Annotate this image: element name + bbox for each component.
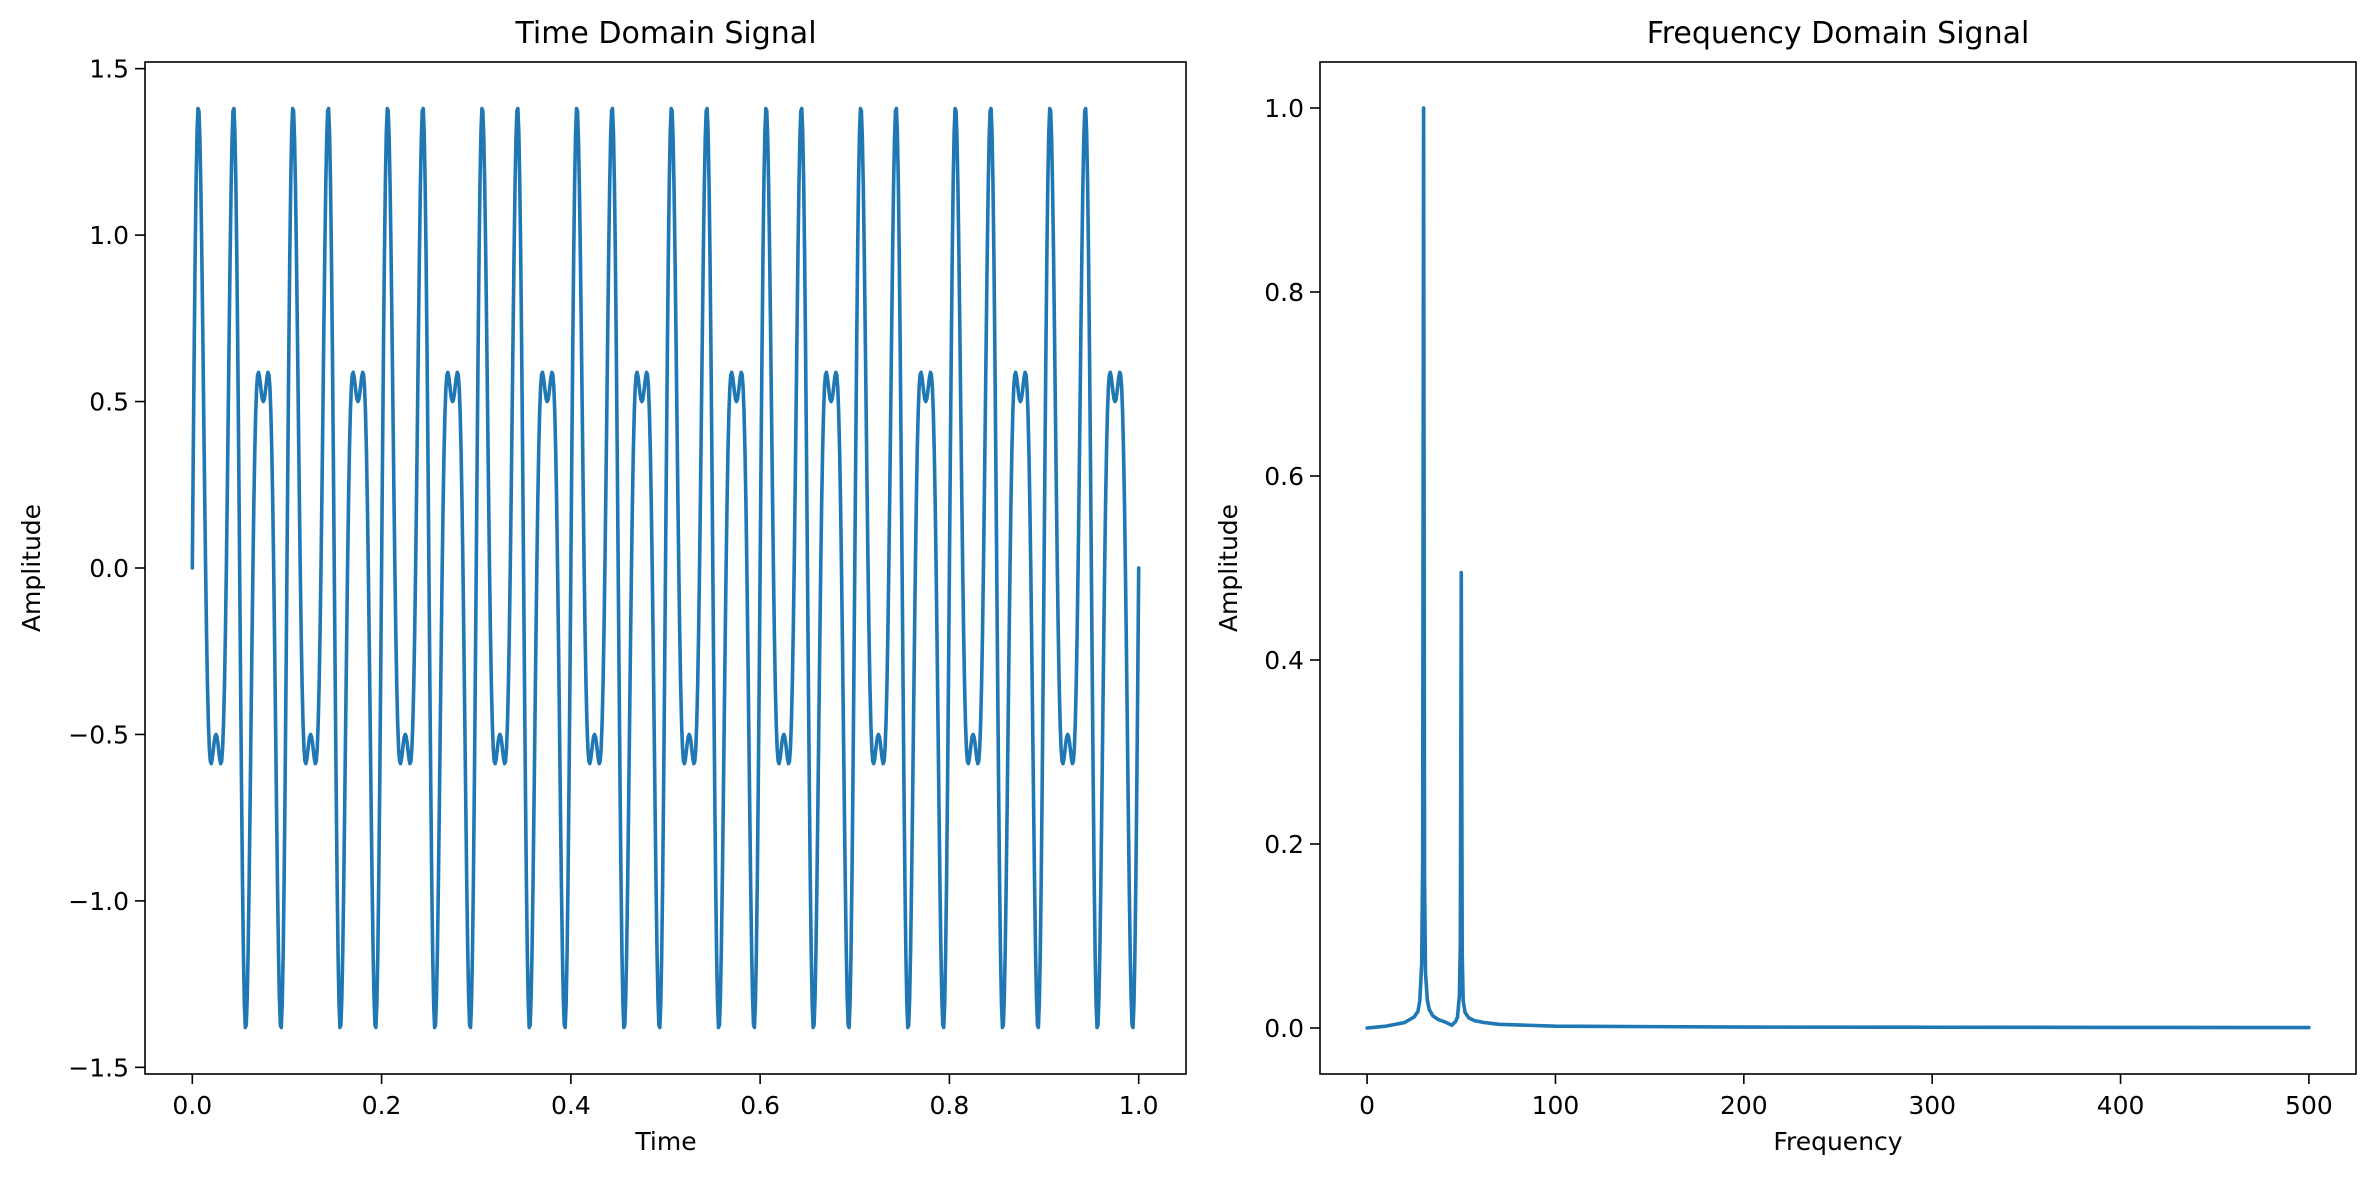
- time-domain-x-tick-label: 0.0: [172, 1091, 212, 1120]
- time-domain-y-tick-label: −0.5: [68, 720, 129, 749]
- frequency-domain-y-tick-label: 0.6: [1264, 462, 1304, 491]
- frequency-domain-x-tick-label: 400: [2097, 1091, 2145, 1120]
- time-domain-x-tick-label: 1.0: [1119, 1091, 1159, 1120]
- time-domain-x-tick-label: 0.6: [740, 1091, 780, 1120]
- time-domain-title: Time Domain Signal: [514, 16, 816, 51]
- frequency-domain-y-tick-label: 0.2: [1264, 830, 1304, 859]
- time-domain-x-ticks: 0.0 0.2 0.4 0.6 0.8 1.0: [172, 1074, 1159, 1120]
- time-domain-plot-area: [190, 106, 1141, 1030]
- frequency-domain-y-ticks: 0.0 0.2 0.4 0.6 0.8 1.0: [1264, 94, 1320, 1043]
- time-domain-x-tick-label: 0.4: [551, 1091, 591, 1120]
- frequency-domain-y-tick-label: 0.0: [1264, 1014, 1304, 1043]
- frequency-domain-x-tick-label: 300: [1908, 1091, 1956, 1120]
- time-domain-series-line-1: [190, 106, 1141, 1030]
- frequency-domain-x-tick-label: 100: [1532, 1091, 1580, 1120]
- time-domain-y-tick-label: 1.0: [89, 221, 129, 250]
- time-domain-x-axis-label: Time: [634, 1127, 696, 1156]
- frequency-domain-y-tick-label: 1.0: [1264, 94, 1304, 123]
- time-domain-y-tick-label: 1.5: [89, 55, 129, 84]
- frequency-domain-y-tick-label: 0.4: [1264, 646, 1304, 675]
- frequency-domain-x-tick-label: 200: [1720, 1091, 1768, 1120]
- time-domain-y-ticks: −1.5 −1.0 −0.5 0.0 0.5 1.0 1.5: [68, 55, 145, 1082]
- frequency-domain-plot-area: [1365, 106, 2311, 1030]
- time-domain-x-tick-label: 0.8: [930, 1091, 970, 1120]
- frequency-domain-x-ticks: 0 100 200 300 400 500: [1359, 1074, 2333, 1120]
- time-domain-panel: Time Domain Signal 0.0 0.2 0.4 0.6 0.8 1.0 −1…: [17, 16, 1187, 1156]
- time-domain-y-axis-label: Amplitude: [17, 504, 46, 632]
- frequency-domain-y-axis-label: Amplitude: [1214, 504, 1243, 632]
- time-domain-y-tick-label: −1.5: [68, 1053, 129, 1082]
- frequency-domain-x-tick-label: 0: [1359, 1091, 1375, 1120]
- frequency-domain-panel: Frequency Domain Signal 0 100 200 300 400 500…: [1214, 16, 2357, 1156]
- time-domain-x-tick-label: 0.2: [362, 1091, 402, 1120]
- frequency-domain-title: Frequency Domain Signal: [1647, 16, 2030, 51]
- time-domain-y-tick-label: 0.5: [89, 388, 129, 417]
- frequency-domain-y-tick-label: 0.8: [1264, 278, 1304, 307]
- frequency-domain-series-line-1: [1365, 106, 2311, 1030]
- frequency-domain-x-tick-label: 500: [2285, 1091, 2333, 1120]
- frequency-domain-axes-frame: [1319, 61, 2357, 1075]
- time-domain-y-tick-label: −1.0: [68, 887, 129, 916]
- time-domain-y-tick-label: 0.0: [89, 554, 129, 583]
- frequency-domain-x-axis-label: Frequency: [1773, 1127, 1902, 1156]
